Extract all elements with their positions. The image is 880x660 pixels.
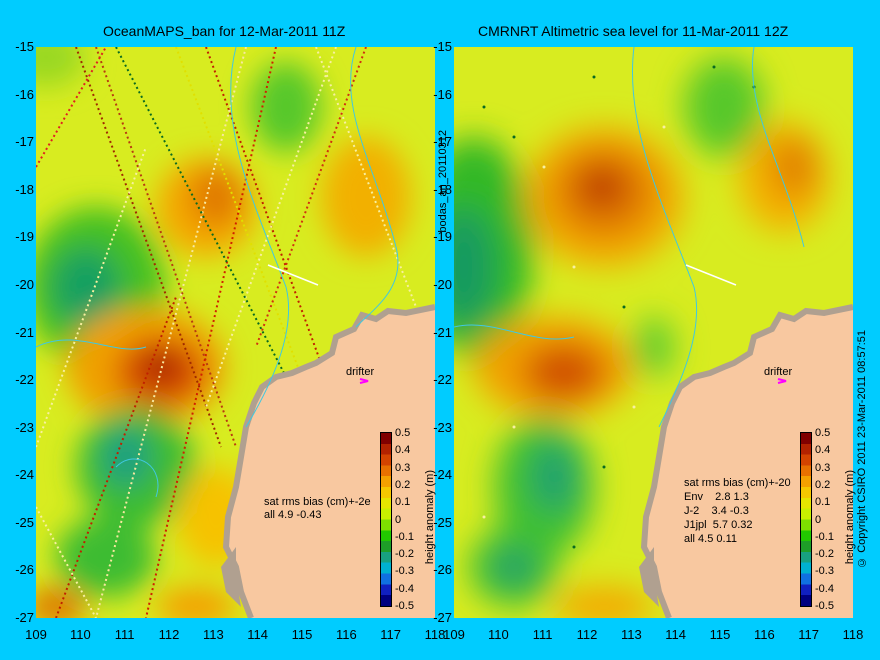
colorbar-tick-label: 0.5 bbox=[395, 427, 411, 439]
right-map: drifter bbox=[454, 47, 853, 618]
left-x-tick-label: 117 bbox=[380, 627, 402, 642]
right-x-tick-label: 110 bbox=[487, 627, 509, 642]
colorbar-tick-label: 0.3 bbox=[395, 461, 411, 474]
left-y-tick-label: -15 bbox=[15, 39, 34, 54]
colorbar-tick-label: 0.2 bbox=[395, 478, 411, 491]
observation-markers bbox=[482, 65, 756, 549]
right-stats: sat rms bias (cm)+-20 Env 2.8 1.3 J-2 3.… bbox=[684, 477, 791, 545]
left-x-tick-label: 118 bbox=[424, 627, 446, 642]
land-mass bbox=[644, 307, 853, 618]
section-line bbox=[685, 264, 737, 286]
left-y-tick-label: -21 bbox=[15, 324, 34, 340]
right-x-tick-label: 115 bbox=[709, 627, 731, 642]
left-stats: sat rms bias (cm)+-2e all 4.9 -0.43 bbox=[264, 496, 371, 521]
right-y-tick-label: -17 bbox=[433, 134, 452, 150]
right-x-tick-label: 118 bbox=[842, 627, 864, 642]
colorbar-tick-label: 0.4 bbox=[815, 444, 831, 457]
left-colorbar-ticks: 0.5 0.4 0.3 0.2 0.1 0 -0.1 -0.2 -0.3 -0.4 -0.5 bbox=[395, 427, 425, 617]
right-y-tick-label: -23 bbox=[433, 419, 452, 435]
bathymetry-contours bbox=[454, 47, 805, 428]
colorbar-tick-label: -0.2 bbox=[815, 548, 834, 561]
colorbar-tick-label: 0 bbox=[815, 513, 822, 526]
colorbar-tick-label: 0.2 bbox=[815, 478, 831, 491]
left-y-tick-label: -25 bbox=[15, 514, 34, 530]
right-y-tick-label: -19 bbox=[433, 229, 452, 245]
left-x-tick-label: 116 bbox=[335, 627, 357, 642]
right-x-tick-label: 114 bbox=[665, 627, 687, 642]
colorbar-tick-label: -0.2 bbox=[395, 548, 414, 561]
left-y-tick-label: -20 bbox=[15, 276, 34, 292]
colorbar-tick-label: 0.1 bbox=[815, 496, 831, 509]
colorbar-tick-label: 0.3 bbox=[815, 461, 831, 474]
left-y-tick-label: -16 bbox=[15, 86, 34, 102]
right-y-tick-label: -26 bbox=[433, 562, 452, 578]
colorbar-tick-label: 0.1 bbox=[395, 496, 411, 509]
coastline bbox=[222, 304, 435, 618]
colorbar-tick-label: 0.4 bbox=[395, 444, 411, 457]
anomaly-field bbox=[454, 57, 829, 618]
gulf-shelf bbox=[639, 547, 659, 607]
left-y-tick-label: -23 bbox=[15, 419, 34, 435]
right-x-tick-label: 116 bbox=[753, 627, 775, 642]
section-line bbox=[267, 264, 319, 286]
gulf-shelf bbox=[221, 547, 241, 607]
left-y-tick-label: -27 bbox=[15, 610, 34, 625]
right-y-tick-label: -22 bbox=[433, 372, 452, 388]
colorbar-tick-label: -0.4 bbox=[815, 582, 834, 595]
drifter-label: drifter bbox=[346, 366, 374, 378]
right-y-tick-label: -27 bbox=[433, 610, 452, 625]
left-map-title: OceanMAPS_ban for 12-Mar-2011 11Z bbox=[103, 23, 346, 39]
left-x-tick-label: 115 bbox=[291, 627, 313, 642]
right-x-tick-label: 112 bbox=[576, 627, 598, 642]
right-colorbar-ticks: 0.5 0.4 0.3 0.2 0.1 0 -0.1 -0.2 -0.3 -0.4 -0.5 bbox=[815, 427, 845, 617]
coastline bbox=[640, 304, 853, 618]
right-y-tick-label: -25 bbox=[433, 514, 452, 530]
drifter-label: drifter bbox=[764, 366, 792, 378]
right-y-tick-label: -15 bbox=[433, 39, 452, 54]
left-y-tick-label: -22 bbox=[15, 372, 34, 388]
left-y-tick-label: -24 bbox=[15, 467, 34, 483]
right-y-tick-label: -18 bbox=[433, 181, 452, 197]
right-y-tick-label: -16 bbox=[433, 86, 452, 102]
colorbar-tick-label: -0.3 bbox=[395, 565, 414, 578]
colorbar-tick-label: -0.5 bbox=[395, 600, 414, 612]
right-x-tick-label: 111 bbox=[532, 627, 553, 642]
left-y-tick-label: -26 bbox=[15, 562, 34, 578]
drifter-arrow bbox=[777, 378, 787, 384]
bathymetry-contours bbox=[36, 47, 399, 498]
right-x-tick-label: 109 bbox=[443, 627, 465, 642]
satellite-tracks bbox=[36, 47, 417, 618]
left-y-tick-label: -17 bbox=[15, 134, 34, 150]
colorbar-tick-label: -0.3 bbox=[815, 565, 834, 578]
left-y-tick-label: -19 bbox=[15, 229, 34, 245]
right-x-tick-label: 117 bbox=[798, 627, 820, 642]
colorbar-tick-label: -0.1 bbox=[815, 530, 834, 543]
colorbar-tick-label: 0.5 bbox=[815, 427, 831, 439]
right-y-tick-label: -20 bbox=[433, 276, 452, 292]
drifter-arrow bbox=[359, 378, 369, 384]
left-x-tick-label: 113 bbox=[202, 627, 224, 642]
colorbar-tick-label: -0.5 bbox=[815, 600, 834, 612]
left-x-tick-label: 112 bbox=[158, 627, 180, 642]
right-y-tick-label: -24 bbox=[433, 467, 452, 483]
right-y-tick-label: -21 bbox=[433, 324, 452, 340]
colorbar-tick-label: 0 bbox=[395, 513, 402, 526]
left-x-tick-label: 111 bbox=[114, 627, 135, 642]
left-x-tick-label: 109 bbox=[25, 627, 47, 642]
colorbar-tick-label: -0.1 bbox=[395, 530, 414, 543]
right-map-title: CMRNRT Altimetric sea level for 11-Mar-2… bbox=[478, 23, 789, 39]
left-x-tick-label: 110 bbox=[69, 627, 91, 642]
left-colorbar bbox=[380, 432, 392, 607]
left-y-tick-label: -18 bbox=[15, 181, 34, 197]
colorbar-tick-label: -0.4 bbox=[395, 582, 414, 595]
right-x-tick-label: 113 bbox=[620, 627, 642, 642]
left-x-tick-label: 114 bbox=[247, 627, 269, 642]
left-map: drifter bbox=[36, 47, 435, 618]
right-colorbar bbox=[800, 432, 812, 607]
